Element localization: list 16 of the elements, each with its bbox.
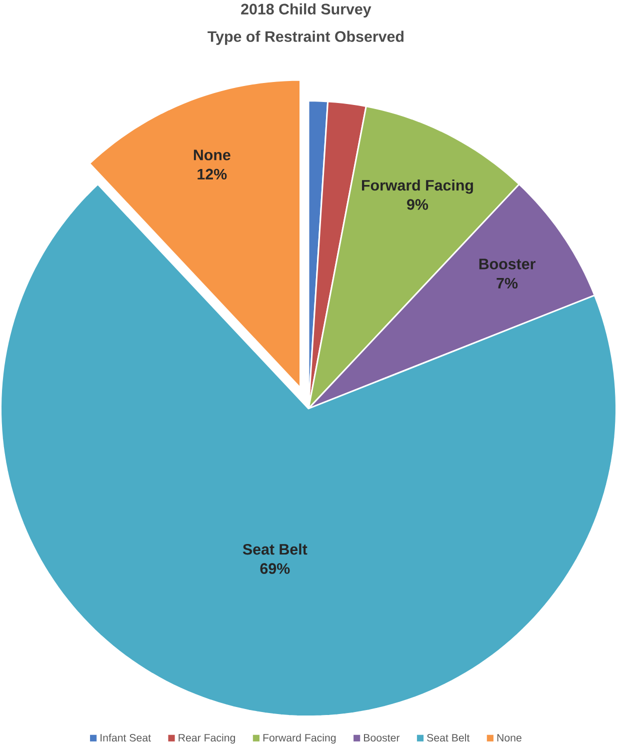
data-label: 7% xyxy=(496,278,518,289)
data-label: 9% xyxy=(407,199,428,210)
data-label: 12% xyxy=(198,168,227,180)
slice-label: None xyxy=(194,150,230,160)
slice-label: Booster xyxy=(479,258,536,270)
slice-label: Seat Belt xyxy=(242,544,308,555)
chart-subtitle: Type of Restraint Observed xyxy=(208,30,404,45)
chart-title: 2018 Child Survey xyxy=(241,3,372,18)
legend-label: Forward Facing xyxy=(263,734,336,744)
data-label: 69% xyxy=(260,563,290,574)
legend-label: Seat Belt xyxy=(427,734,470,742)
legend-label: Rear Facing xyxy=(178,734,235,744)
legend-label: Infant Seat xyxy=(100,734,151,742)
slice-label: Forward Facing xyxy=(362,180,473,194)
legend-label: None xyxy=(497,734,522,742)
legend-label: Booster xyxy=(364,734,400,742)
